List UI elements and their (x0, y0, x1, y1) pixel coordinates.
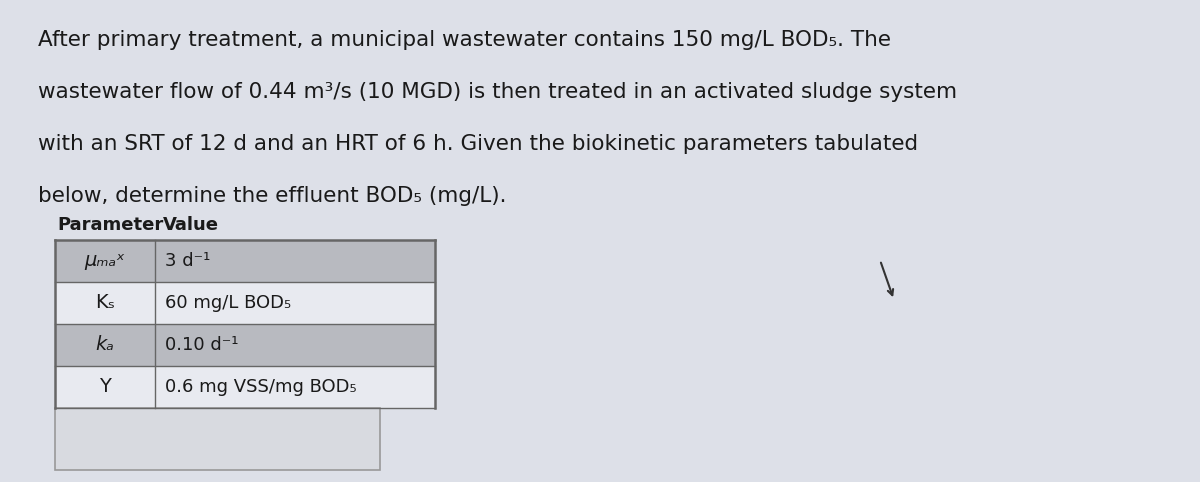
Text: 60 mg/L BOD₅: 60 mg/L BOD₅ (166, 294, 292, 312)
Text: 3 d⁻¹: 3 d⁻¹ (166, 252, 210, 270)
Text: kₐ: kₐ (96, 335, 114, 354)
Text: 0.10 d⁻¹: 0.10 d⁻¹ (166, 336, 239, 354)
Text: with an SRT of 12 d and an HRT of 6 h. Given the biokinetic parameters tabulated: with an SRT of 12 d and an HRT of 6 h. G… (38, 134, 918, 154)
Text: μₘₐˣ: μₘₐˣ (85, 252, 125, 270)
Bar (155, 282, 436, 324)
Text: below, determine the effluent BOD₅ (mg/L).: below, determine the effluent BOD₅ (mg/L… (38, 186, 506, 206)
Bar (55, 240, 155, 282)
Bar (155, 240, 436, 282)
Text: wastewater flow of 0.44 m³/s (10 MGD) is then treated in an activated sludge sys: wastewater flow of 0.44 m³/s (10 MGD) is… (38, 82, 958, 102)
Bar (55, 324, 155, 366)
Text: Kₛ: Kₛ (95, 294, 115, 312)
Bar (55, 282, 155, 324)
Bar (55, 408, 380, 470)
Bar (155, 366, 436, 408)
Text: After primary treatment, a municipal wastewater contains 150 mg/L BOD₅. The: After primary treatment, a municipal was… (38, 30, 890, 50)
Bar (155, 324, 436, 366)
Text: 0.6 mg VSS/mg BOD₅: 0.6 mg VSS/mg BOD₅ (166, 378, 356, 396)
Text: Value: Value (163, 216, 220, 234)
Text: Parameter: Parameter (58, 216, 163, 234)
Bar (55, 366, 155, 408)
Text: Y: Y (100, 377, 110, 397)
